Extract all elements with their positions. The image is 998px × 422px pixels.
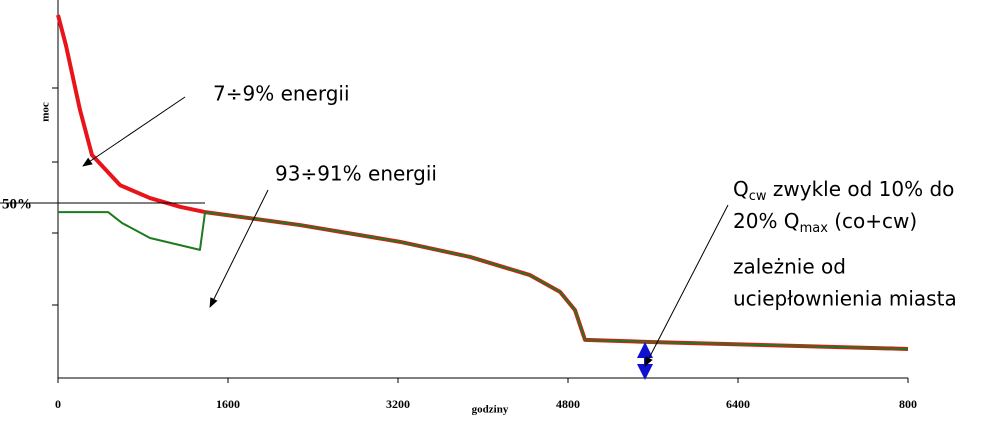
arrow: [209, 189, 269, 308]
x-tick-label: 6400: [726, 397, 750, 411]
x-tick-label: 4800: [556, 397, 580, 411]
x-tick-label: 800: [899, 397, 917, 411]
annotation-part: (co+cw): [828, 209, 917, 233]
annotation: Qcw zwykle od 10% do: [733, 177, 954, 204]
annotation-sub: max: [800, 221, 829, 236]
annotation: 7÷9% energii: [213, 82, 350, 106]
annotation: uciepłownienia miasta: [733, 287, 957, 311]
y-axis-label: moc: [40, 102, 52, 122]
x-tick-label: 3200: [386, 397, 410, 411]
axes: [52, 0, 908, 379]
plot: [56, 14, 909, 351]
annotation-part: zwykle od 10% do: [767, 177, 955, 201]
annotation: zależnie od: [733, 255, 846, 279]
arrow: [644, 204, 729, 367]
annotation: 93÷91% energii: [275, 162, 437, 186]
annotation: 20% Qmax (co+cw): [733, 209, 917, 236]
series-line: [58, 211, 909, 350]
annotation-part: Q: [733, 177, 749, 201]
arrow: [82, 96, 186, 167]
annotation-part: 20% Q: [733, 209, 800, 233]
x-tick-label: 1600: [216, 397, 240, 411]
annotation-sub: cw: [749, 189, 767, 204]
y-tick-label: 50%: [2, 196, 32, 212]
x-axis-label: godziny: [472, 404, 509, 416]
x-tick-label: 0: [55, 397, 61, 411]
